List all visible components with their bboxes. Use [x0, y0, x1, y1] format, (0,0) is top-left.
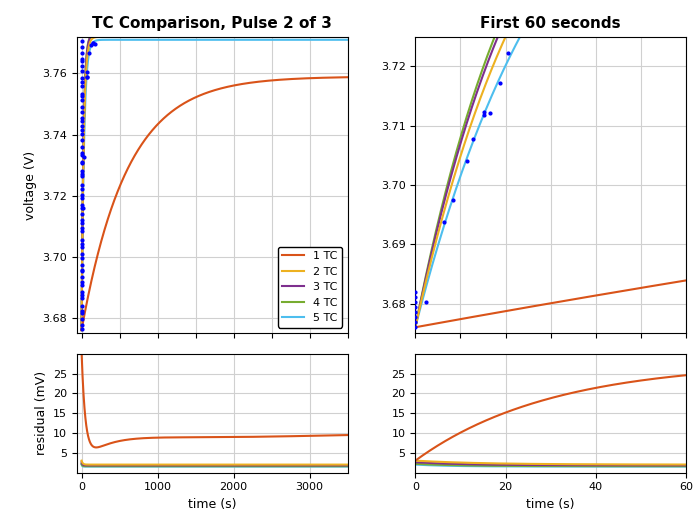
Line: 5 TC: 5 TC [82, 40, 348, 330]
Y-axis label: voltage (V): voltage (V) [24, 150, 37, 219]
4 TC [344, 30, 352, 37]
4 TC [338, 30, 346, 37]
1 TC [179, 100, 188, 107]
1 TC [344, 74, 352, 80]
1 TC [78, 327, 86, 333]
3 TC [179, 30, 188, 37]
5 TC [160, 37, 168, 43]
2 TC [123, 34, 132, 40]
Line: 3 TC: 3 TC [82, 34, 348, 330]
2 TC [108, 34, 116, 40]
3 TC [338, 30, 346, 37]
2 TC [191, 34, 200, 40]
1 TC [309, 75, 318, 81]
5 TC [344, 37, 352, 43]
2 TC [344, 34, 352, 40]
4 TC [309, 30, 318, 37]
4 TC [108, 30, 116, 37]
5 TC [309, 37, 318, 43]
2 TC [338, 34, 346, 40]
X-axis label: time (s): time (s) [526, 498, 575, 511]
5 TC [338, 37, 346, 43]
Title: First 60 seconds: First 60 seconds [480, 16, 621, 32]
4 TC [191, 30, 200, 37]
2 TC [179, 34, 188, 40]
3 TC [309, 30, 318, 37]
1 TC [123, 165, 132, 172]
5 TC [191, 37, 200, 43]
Title: TC Comparison, Pulse 2 of 3: TC Comparison, Pulse 2 of 3 [92, 16, 332, 32]
2 TC [149, 34, 158, 40]
3 TC [123, 30, 132, 37]
4 TC [141, 30, 150, 37]
1 TC [108, 204, 116, 210]
1 TC [338, 74, 346, 80]
4 TC [78, 327, 86, 333]
2 TC [309, 34, 318, 40]
4 TC [179, 30, 188, 37]
Line: 1 TC: 1 TC [82, 77, 348, 330]
5 TC [179, 37, 188, 43]
2 TC [78, 327, 86, 333]
3 TC [344, 30, 352, 37]
Line: 4 TC: 4 TC [82, 34, 348, 330]
3 TC [108, 30, 116, 37]
5 TC [78, 327, 86, 333]
5 TC [123, 37, 132, 43]
4 TC [123, 30, 132, 37]
Y-axis label: residual (mV): residual (mV) [34, 371, 48, 455]
Legend: 1 TC, 2 TC, 3 TC, 4 TC, 5 TC: 1 TC, 2 TC, 3 TC, 4 TC, 5 TC [278, 247, 342, 328]
3 TC [144, 30, 153, 37]
3 TC [191, 30, 200, 37]
1 TC [191, 94, 200, 101]
X-axis label: time (s): time (s) [188, 498, 237, 511]
3 TC [78, 327, 86, 333]
Line: 2 TC: 2 TC [82, 37, 348, 330]
5 TC [108, 37, 116, 43]
